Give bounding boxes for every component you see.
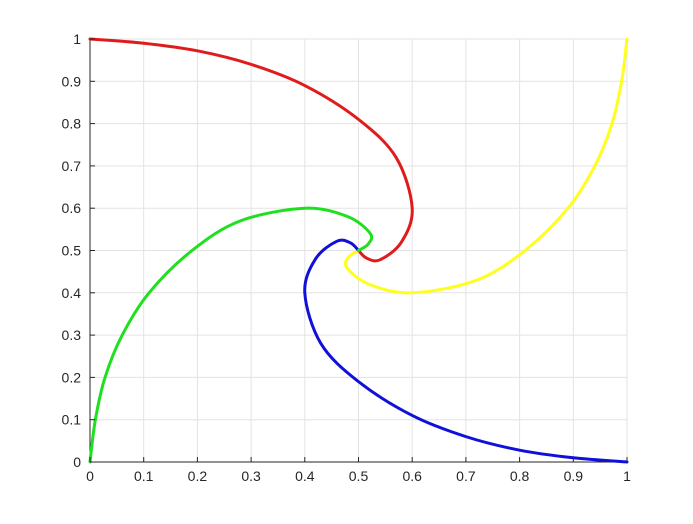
x-tick-label: 0.5	[349, 468, 369, 484]
y-tick-label: 0.2	[62, 369, 82, 385]
y-tick-label: 0.8	[62, 116, 82, 132]
y-tick-label: 0.1	[62, 412, 82, 428]
x-tick-label: 0.8	[510, 468, 530, 484]
y-tick-label: 1	[73, 31, 81, 47]
x-tick-label: 0.2	[188, 468, 208, 484]
y-tick-label: 0.4	[62, 285, 82, 301]
x-tick-label: 0.4	[295, 468, 315, 484]
y-tick-label: 0.9	[62, 73, 82, 89]
x-tick-label: 0.7	[456, 468, 476, 484]
x-tick-label: 0.6	[402, 468, 422, 484]
ticks-layer: 0 0.1 0.2 0.3 0.4 0.5 0.6 0.7 0.8 0.9 1 0 0.1 0.2 0.3 0…	[62, 31, 632, 484]
y-tick-label: 0.5	[62, 243, 82, 259]
x-tick-label: 1	[623, 468, 631, 484]
x-tick-label: 0	[86, 468, 94, 484]
x-tick-label: 0.3	[241, 468, 261, 484]
y-tick-label: 0.6	[62, 200, 82, 216]
series-line	[88, 37, 414, 263]
x-tick-label: 0.9	[564, 468, 584, 484]
series-line	[88, 206, 374, 464]
y-tick-label: 0.7	[62, 158, 82, 174]
y-tick-label: 0.3	[62, 327, 82, 343]
series-layer	[88, 37, 629, 464]
series-line	[343, 37, 629, 295]
x-tick-label: 0.1	[134, 468, 154, 484]
series-line	[303, 238, 629, 464]
y-tick-label: 0	[73, 454, 81, 470]
